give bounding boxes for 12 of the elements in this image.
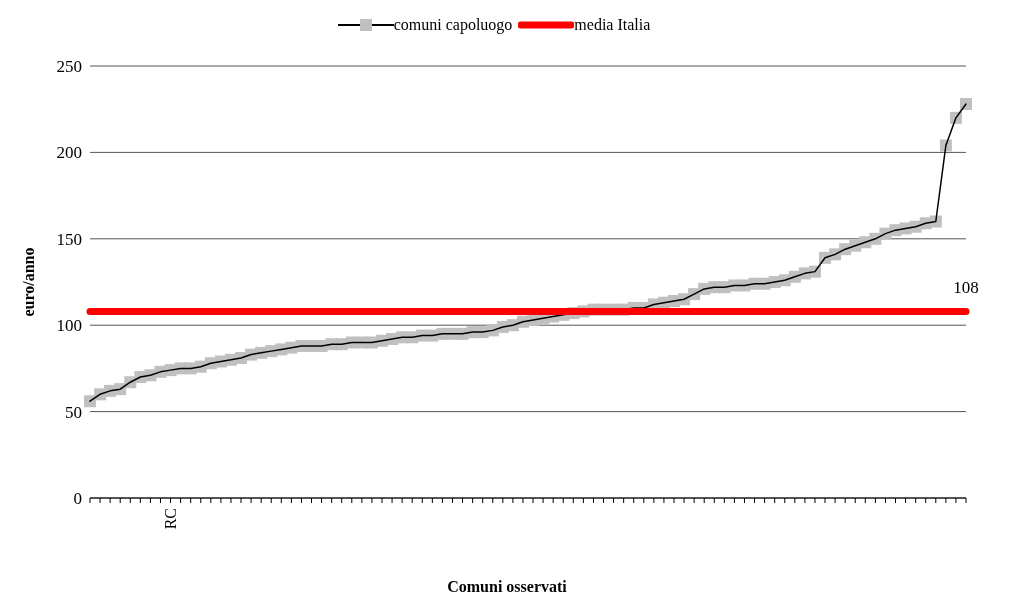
- y-tick-label: 200: [56, 143, 82, 163]
- y-tick-label: 250: [56, 57, 82, 77]
- data-label: 108: [953, 278, 979, 298]
- y-axis-title: euro/anno: [19, 247, 37, 317]
- y-tick-label: 0: [73, 489, 82, 509]
- x-axis-title: Comuni osservati: [446, 578, 568, 596]
- legend-label: comuni capoluogo: [393, 16, 513, 34]
- y-tick-label: 100: [56, 316, 82, 336]
- y-tick-label: 150: [56, 229, 82, 249]
- y-tick-label: 50: [65, 402, 82, 422]
- legend-label: media Italia: [574, 16, 651, 34]
- x-tick-label: RC: [162, 508, 180, 530]
